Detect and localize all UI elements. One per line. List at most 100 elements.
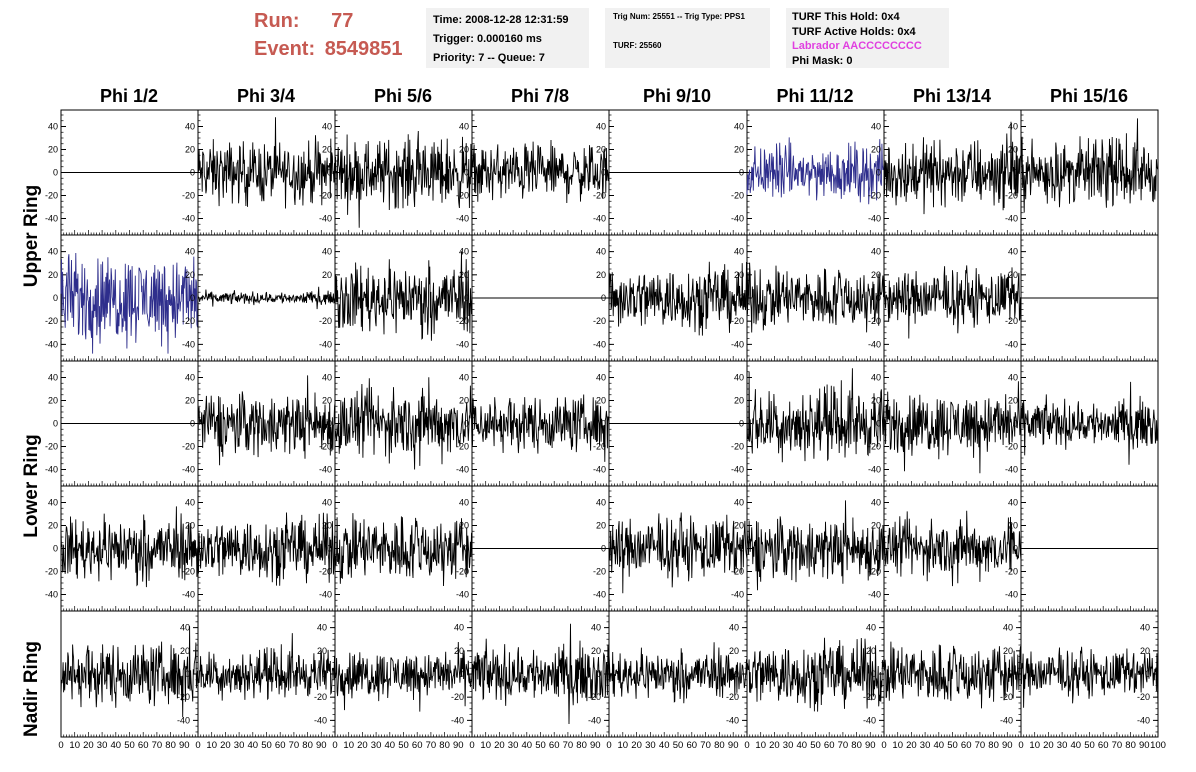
- y-tick-label: 0: [601, 419, 606, 429]
- x-tick-label: 30: [508, 740, 519, 751]
- y-tick-label: -20: [451, 692, 464, 702]
- y-tick-label: 40: [866, 623, 876, 633]
- x-tick-label: 60: [412, 740, 423, 751]
- y-tick-label: 20: [48, 145, 58, 155]
- x-tick-label: 10: [206, 740, 217, 751]
- y-tick-label: 0: [53, 544, 58, 554]
- y-tick-label: -20: [868, 191, 881, 201]
- y-tick-label: 0: [464, 544, 469, 554]
- x-tick-label: 40: [797, 740, 808, 751]
- y-tick-label: -40: [182, 590, 195, 600]
- y-tick-label: 0: [876, 293, 881, 303]
- waveform-panel-r4-c3: -40 -20 0 20 40: [319, 485, 473, 612]
- y-tick-label: 0: [327, 293, 332, 303]
- x-tick-label: 30: [371, 740, 382, 751]
- y-tick-label: 0: [327, 168, 332, 178]
- y-tick-label: 40: [734, 247, 744, 257]
- y-tick-label: 20: [871, 145, 881, 155]
- waveform-panel-r1-c7: -40 -20 0 20 40: [868, 109, 1022, 236]
- x-tick-label: 60: [138, 740, 149, 751]
- y-tick-label: -40: [1000, 715, 1013, 725]
- y-tick-label: 20: [1003, 646, 1013, 656]
- y-tick-label: -20: [45, 442, 58, 452]
- x-tick-label: 60: [1098, 740, 1109, 751]
- x-tick-label: 30: [234, 740, 245, 751]
- labrador-text: Labrador AACCCCCCCC: [792, 40, 922, 52]
- y-tick-label: 40: [596, 122, 606, 132]
- y-tick-label: 40: [185, 373, 195, 383]
- x-tick-label: 80: [302, 740, 313, 751]
- y-tick-label: 40: [1003, 623, 1013, 633]
- y-tick-label: 0: [464, 168, 469, 178]
- y-tick-label: -40: [319, 590, 332, 600]
- y-tick-label: -20: [1137, 692, 1150, 702]
- y-tick-label: 40: [322, 498, 332, 508]
- y-tick-label: 0: [739, 544, 744, 554]
- waveform-trace: [608, 512, 748, 594]
- y-tick-label: 0: [327, 419, 332, 429]
- y-tick-label: 20: [871, 270, 881, 280]
- x-tick-label: 80: [576, 740, 587, 751]
- y-tick-label: 0: [876, 168, 881, 178]
- x-tick-label: 50: [398, 740, 409, 751]
- y-tick-label: 20: [322, 396, 332, 406]
- y-tick-label: -20: [868, 442, 881, 452]
- x-tick-label: 90: [1139, 740, 1150, 751]
- phi-label-5: Phi 9/10: [642, 86, 712, 106]
- x-tick-label: 0: [1018, 740, 1023, 751]
- y-tick-label: 40: [871, 373, 881, 383]
- waveform-panel-r4-c1: -40 -20 0 20 40: [45, 485, 199, 612]
- x-tick-label: 40: [385, 740, 396, 751]
- y-tick-label: 0: [871, 669, 876, 679]
- waveform-trace: [471, 391, 610, 462]
- y-tick-label: 40: [734, 373, 744, 383]
- y-tick-label: 20: [866, 646, 876, 656]
- y-tick-label: 40: [591, 623, 601, 633]
- x-tick-label: 20: [220, 740, 231, 751]
- waveform-panel-r1-c2: -40 -20 0 20 40: [182, 109, 336, 236]
- x-tick-label: 90: [865, 740, 876, 751]
- x-tick-label: 70: [700, 740, 711, 751]
- y-tick-label: 40: [317, 623, 327, 633]
- waveform-panel-r2-c5: -40 -20 0 20 40: [593, 234, 748, 362]
- waveform-trace: [197, 117, 336, 209]
- x-tick-label: 80: [988, 740, 999, 751]
- y-tick-label: 20: [1008, 521, 1018, 531]
- y-tick-label: -20: [182, 442, 195, 452]
- x-tick-label: 10: [1029, 740, 1040, 751]
- waveform-panel-r2-c2: -40 -20 0 20 40: [182, 234, 336, 362]
- event-label-text: Event:: [254, 38, 316, 60]
- y-tick-label: 20: [1008, 145, 1018, 155]
- y-tick-label: -20: [45, 567, 58, 577]
- waveform-trace: [197, 286, 336, 310]
- x-tick-label: 80: [1125, 740, 1136, 751]
- x-tick-label: 40: [248, 740, 259, 751]
- y-tick-label: -40: [726, 715, 739, 725]
- y-tick-label: 20: [871, 396, 881, 406]
- x-tick-label: 80: [714, 740, 725, 751]
- y-tick-label: -20: [868, 316, 881, 326]
- y-tick-label: -40: [182, 214, 195, 224]
- x-tick-label: 90: [316, 740, 327, 751]
- waveform-trace: [883, 121, 1022, 215]
- y-tick-label: 20: [1140, 646, 1150, 656]
- waveform-panel-r4-c2: -40 -20 0 20 40: [182, 485, 336, 612]
- y-tick-label: 20: [1008, 396, 1018, 406]
- y-tick-label: -20: [319, 316, 332, 326]
- waveform-trace: [883, 265, 1022, 339]
- waveform-trace: [608, 261, 748, 336]
- y-tick-label: 20: [185, 396, 195, 406]
- y-tick-label: 0: [464, 419, 469, 429]
- panel-frame: [471, 109, 610, 236]
- y-tick-label: 20: [1008, 270, 1018, 280]
- y-tick-label: 0: [1013, 419, 1018, 429]
- y-tick-label: 0: [601, 293, 606, 303]
- waveform-trace: [1020, 381, 1159, 465]
- x-tick-label: 50: [673, 740, 684, 751]
- waveform-panel-r3-c1: -40 -20 0 20 40: [45, 360, 199, 487]
